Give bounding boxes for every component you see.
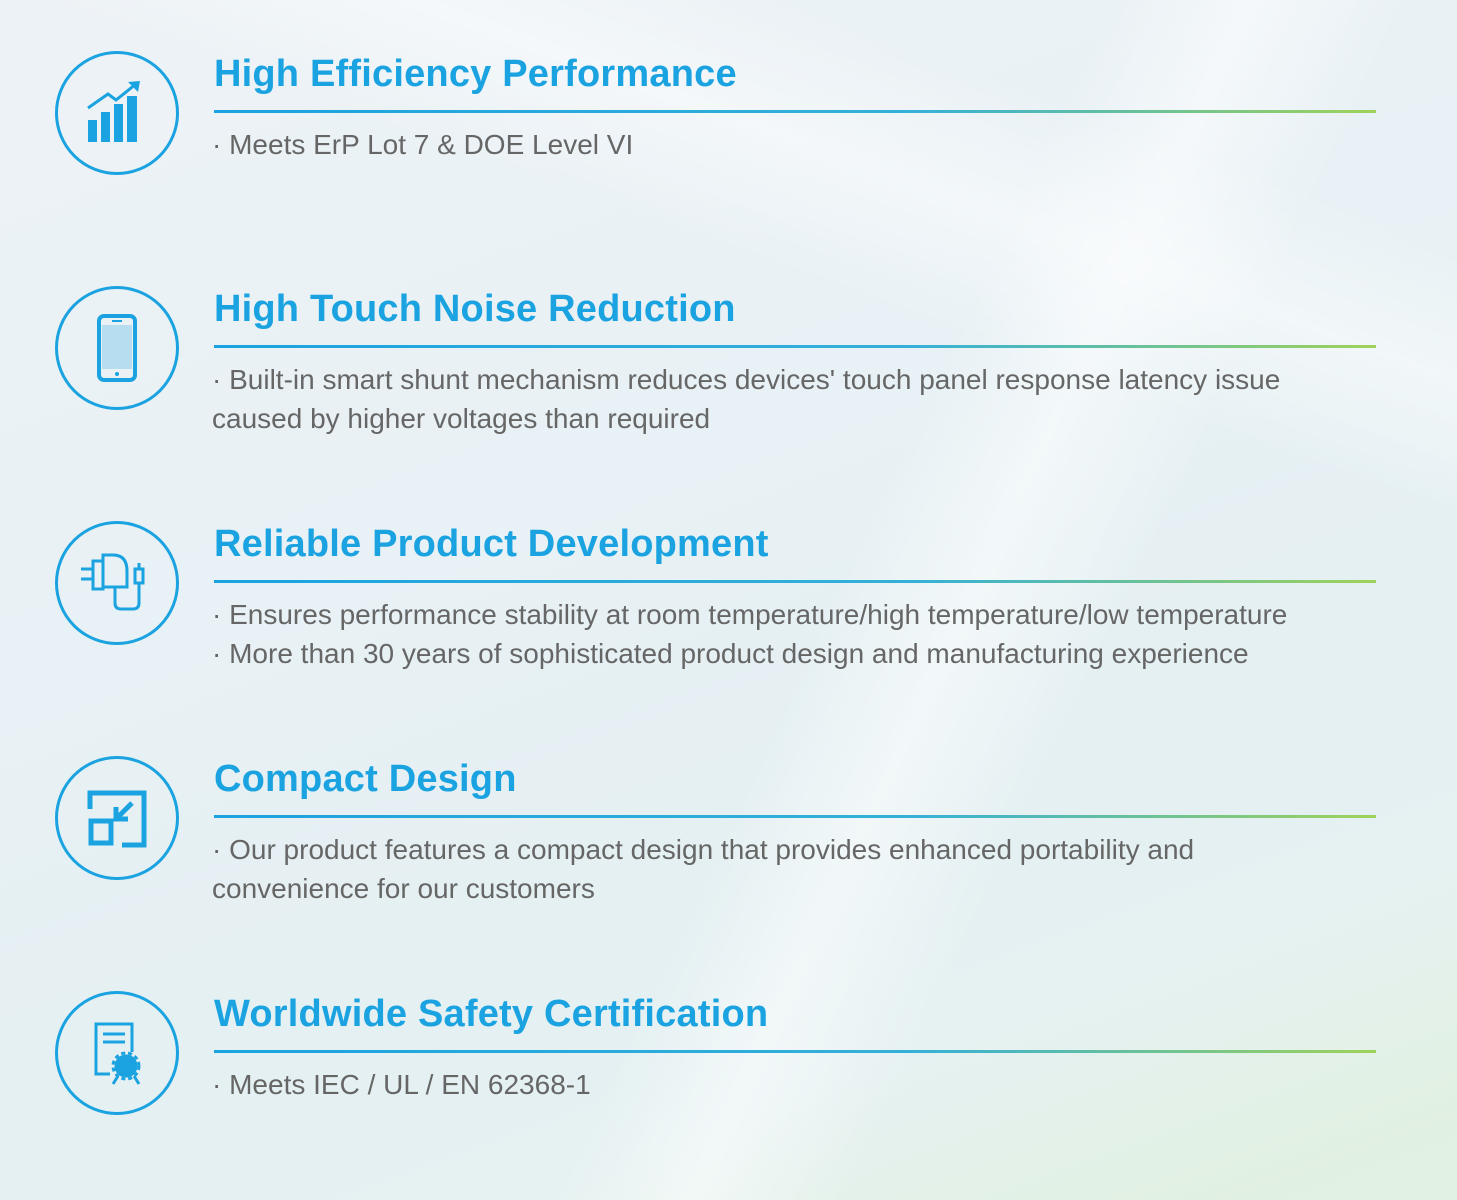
feature-title: High Efficiency Performance	[214, 53, 737, 95]
feature-bullet: · Ensures performance stability at room …	[212, 599, 1288, 630]
feature-high-efficiency: High Efficiency Performance · Meets ErP …	[0, 0, 1457, 235]
feature-safety-certification: Worldwide Safety Certification · Meets I…	[0, 940, 1457, 1175]
feature-title: High Touch Noise Reduction	[214, 288, 736, 330]
divider	[214, 580, 1376, 583]
feature-compact-design: Compact Design · Our product features a …	[0, 705, 1457, 940]
power-adapter-icon	[55, 521, 179, 645]
certificate-icon	[55, 991, 179, 1115]
feature-bullet: · Our product features a compact design …	[212, 834, 1195, 865]
feature-bullet-continuation: caused by higher voltages than required	[212, 403, 711, 434]
divider	[214, 345, 1376, 348]
feature-bullet: · Built-in smart shunt mechanism reduces…	[212, 364, 1281, 395]
divider	[214, 110, 1376, 113]
feature-title: Reliable Product Development	[214, 523, 769, 565]
smartphone-icon	[55, 286, 179, 410]
feature-reliable-development: Reliable Product Development · Ensures p…	[0, 470, 1457, 705]
divider	[214, 815, 1376, 818]
feature-bullet-continuation: convenience for our customers	[212, 873, 595, 904]
feature-title: Compact Design	[214, 758, 517, 800]
feature-bullet: · More than 30 years of sophisticated pr…	[212, 638, 1249, 669]
bar-chart-growth-icon	[55, 51, 179, 175]
feature-title: Worldwide Safety Certification	[214, 993, 769, 1035]
feature-touch-noise: High Touch Noise Reduction · Built-in sm…	[0, 235, 1457, 470]
compact-resize-icon	[55, 756, 179, 880]
feature-bullet: · Meets ErP Lot 7 & DOE Level VI	[212, 129, 634, 160]
divider	[214, 1050, 1376, 1053]
feature-bullet: · Meets IEC / UL / EN 62368-1	[212, 1069, 591, 1100]
